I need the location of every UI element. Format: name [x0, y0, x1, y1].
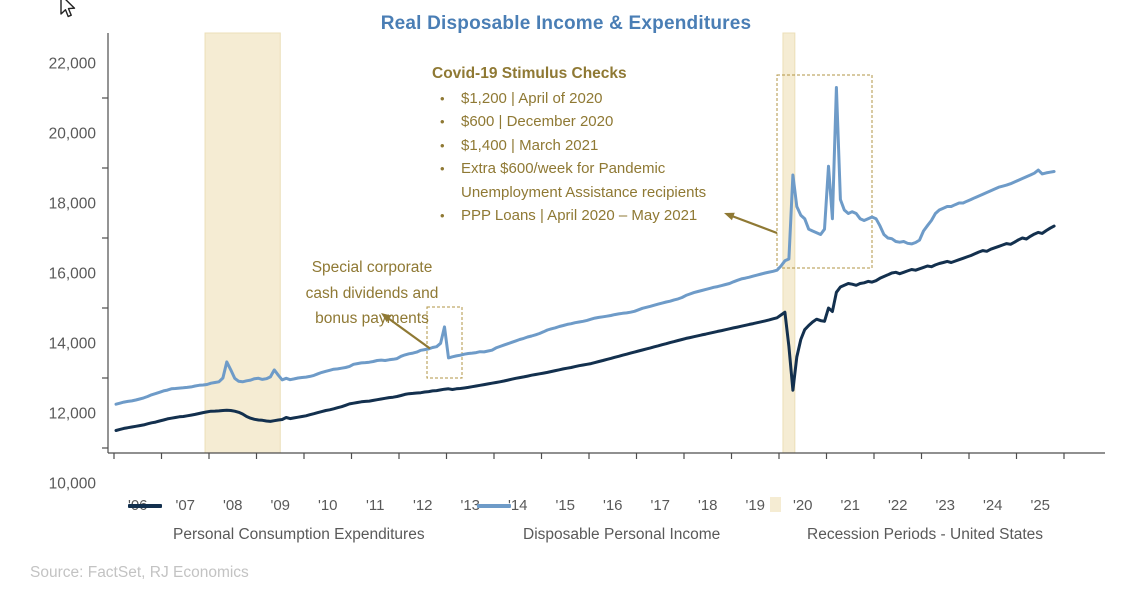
covid-bullet-list: • $1,200 | April of 2020 • $600 | December … — [432, 87, 744, 228]
x-axis-label: '24 — [983, 497, 1003, 514]
legend-marker-pce — [128, 504, 162, 508]
series-line-pce — [114, 224, 1056, 432]
covid-bullet-item: • $600 | December 2020 — [432, 110, 744, 134]
x-axis-label: '16 — [603, 497, 623, 514]
x-axis-label: '15 — [555, 497, 575, 514]
x-axis-label: '12 — [413, 497, 433, 514]
legend-marker-recession — [770, 497, 781, 512]
legend-label-pce: Personal Consumption Expenditures — [173, 526, 425, 543]
x-axis-label: '20 — [793, 497, 813, 514]
legend-label-dpi: Disposable Personal Income — [523, 526, 721, 543]
y-axis-label: 14,000 — [49, 336, 97, 353]
bullet-icon: • — [440, 90, 445, 106]
y-axis-label: 20,000 — [49, 126, 97, 143]
x-axis-label: '18 — [698, 497, 718, 514]
dividends-annotation-arrow-head — [381, 313, 392, 323]
source-note: Source: FactSet, RJ Economics — [30, 564, 249, 581]
dividends-annotation-line: bonus payments — [315, 310, 429, 327]
dividends-annotation: Special corporate cash dividends and bon… — [286, 255, 458, 332]
legend-marker-dpi — [477, 504, 511, 508]
covid-annotation-arrow-head — [724, 212, 735, 221]
x-axis-label: '11 — [366, 497, 384, 514]
covid-annotation: Covid-19 Stimulus Checks • $1,200 | April… — [432, 62, 744, 228]
covid-bullet-item: • $1,400 | March 2021 — [432, 134, 744, 158]
y-axis-label: 12,000 — [49, 406, 97, 423]
legend-label-recession: Recession Periods - United States — [807, 526, 1044, 543]
x-axis-label: '19 — [745, 497, 765, 514]
covid-bullet-item: • $1,200 | April of 2020 — [432, 87, 744, 111]
x-axis-label: '10 — [318, 497, 338, 514]
x-axis-label: '25 — [1030, 497, 1050, 514]
y-axis-label: 22,000 — [49, 56, 97, 73]
x-axis-label: '07 — [175, 497, 195, 514]
annotation-box-dividends — [426, 306, 463, 379]
chart-title: Real Disposable Income & Expenditures — [380, 13, 752, 34]
covid-bullet-item: • PPP Loans | April 2020 – May 2021 — [432, 204, 744, 228]
dividends-annotation-line: Special corporate — [311, 259, 433, 276]
mouse-cursor-icon — [60, 0, 76, 18]
x-axis-label: '23 — [935, 497, 955, 514]
dividends-annotation-arrow — [386, 316, 431, 350]
bullet-icon: • — [440, 114, 445, 129]
bullet-icon: • — [440, 208, 445, 223]
x-axis-label: '14 — [508, 497, 528, 514]
series-line-dpi — [114, 86, 1056, 406]
x-axis-label: '17 — [650, 497, 670, 514]
x-axis-label: '08 — [223, 497, 243, 514]
recession-band — [204, 32, 281, 454]
y-axis-label: 18,000 — [49, 196, 97, 213]
y-axis-label: 10,000 — [49, 476, 97, 493]
bullet-icon: • — [440, 161, 445, 176]
x-axis-label: '13 — [460, 497, 480, 514]
x-axis-label: '22 — [888, 497, 908, 514]
dividends-annotation-line: cash dividends and — [305, 284, 439, 302]
x-axis-label: '09 — [270, 497, 290, 514]
annotation-box-covid — [776, 74, 873, 269]
covid-bullet-item: • Extra $600/week for Pandemic Unemployme… — [432, 157, 744, 204]
bullet-icon: • — [440, 137, 445, 153]
covid-annotation-heading: Covid-19 Stimulus Checks — [432, 65, 627, 82]
x-axis-label: '21 — [840, 497, 860, 514]
covid-annotation-arrow — [730, 214, 778, 235]
y-axis-label: 16,000 — [49, 266, 97, 283]
